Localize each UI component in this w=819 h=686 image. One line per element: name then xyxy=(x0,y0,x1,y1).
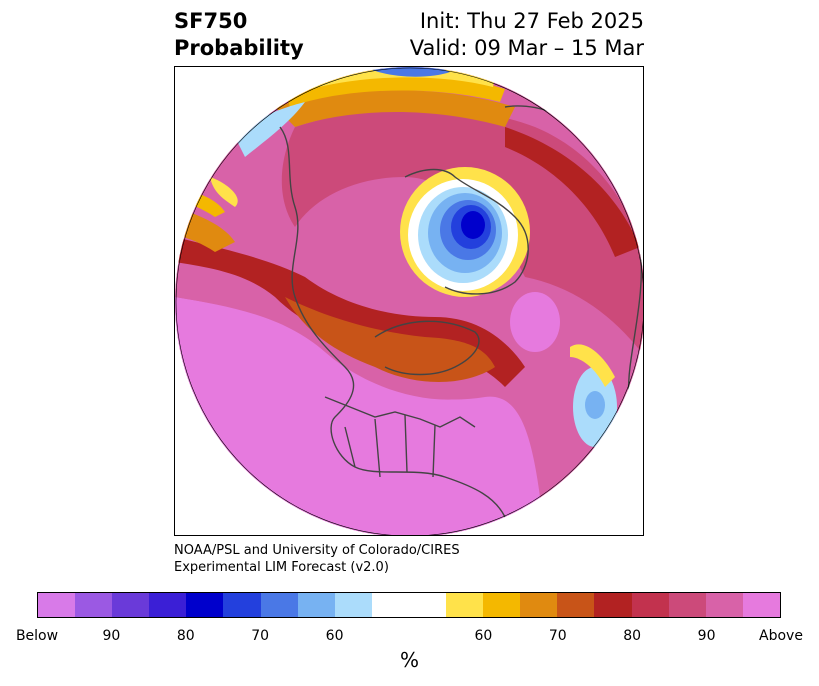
above-arc-70 xyxy=(275,90,515,127)
above-region-pacific xyxy=(175,297,545,535)
init-date: Init: Thu 27 Feb 2025 xyxy=(419,9,644,33)
below-patch-pacific xyxy=(235,102,305,157)
colorbar-tick-label: 90 xyxy=(102,628,121,644)
colorbar xyxy=(37,592,781,618)
colorbar-cell xyxy=(520,593,558,617)
colorbar-tick-label: 60 xyxy=(474,628,493,644)
product-name: Probability xyxy=(174,36,304,60)
credit: NOAA/PSL and University of Colorado/CIRE… xyxy=(174,542,460,576)
colorbar-cell xyxy=(223,593,261,617)
colorbar-cell xyxy=(408,593,447,617)
above-band-75 xyxy=(285,297,495,382)
colorbar-cell xyxy=(38,593,76,617)
colorbar-tick-label: Below xyxy=(15,628,59,644)
colorbar-cell xyxy=(371,593,409,617)
probability-field xyxy=(175,67,643,535)
colorbar-cell xyxy=(631,593,669,617)
europe-above-patch xyxy=(510,292,560,352)
map-title: SF750 Probability xyxy=(174,8,304,62)
credit-line-1: NOAA/PSL and University of Colorado/CIRE… xyxy=(174,543,460,558)
colorbar-cell xyxy=(705,593,743,617)
forecast-dates: Init: Thu 27 Feb 2025 Valid: 09 Mar – 15… xyxy=(410,8,644,62)
colorbar-tick-label: 60 xyxy=(325,628,344,644)
colorbar-cell xyxy=(260,593,298,617)
colorbar-cell xyxy=(668,593,706,617)
above-band-60-west xyxy=(210,177,238,207)
below-patch-north xyxy=(365,67,450,77)
colorbar-cell xyxy=(594,593,632,617)
credit-line-2: Experimental LIM Forecast (v2.0) xyxy=(174,560,389,575)
variable-name: SF750 xyxy=(174,9,248,33)
colorbar-labels: Below 90 80 70 60 60 70 80 90 Above xyxy=(16,628,803,646)
valid-range: Valid: 09 Mar – 15 Mar xyxy=(409,36,644,60)
polar-map xyxy=(174,66,644,536)
colorbar-cell xyxy=(334,593,372,617)
colorbar-cell xyxy=(446,593,484,617)
colorbar-cell xyxy=(483,593,521,617)
colorbar-cell xyxy=(742,593,780,617)
atlantic-band-60 xyxy=(570,344,615,387)
coast-hudson xyxy=(374,320,480,376)
probability-map-svg xyxy=(175,67,643,535)
colorbar-cell xyxy=(186,593,224,617)
map-disc-edge xyxy=(175,67,643,535)
colorbar-tick-label: 70 xyxy=(251,628,270,644)
colorbar-cell xyxy=(557,593,595,617)
colorbar-tick-label: Above xyxy=(759,628,803,644)
coast-americas xyxy=(279,126,506,518)
colorbar-tick-label: 80 xyxy=(623,628,642,644)
atlantic-core-65 xyxy=(585,391,605,419)
colorbar-tick-label: 80 xyxy=(176,628,195,644)
colorbar-cell xyxy=(112,593,150,617)
above-band-90 xyxy=(175,267,475,400)
border-us-canada xyxy=(324,396,476,428)
colorbar-tick-label: 70 xyxy=(548,628,567,644)
colorbar-cell xyxy=(149,593,187,617)
coast-greenland xyxy=(404,168,529,295)
colorbar-cell xyxy=(75,593,113,617)
arctic-core-80 xyxy=(461,211,485,239)
state-borders xyxy=(344,414,436,478)
above-arc-80 xyxy=(505,127,640,257)
colorbar-tick-label: 90 xyxy=(697,628,716,644)
colorbar-cell xyxy=(297,593,335,617)
colorbar-unit: % xyxy=(399,648,419,672)
